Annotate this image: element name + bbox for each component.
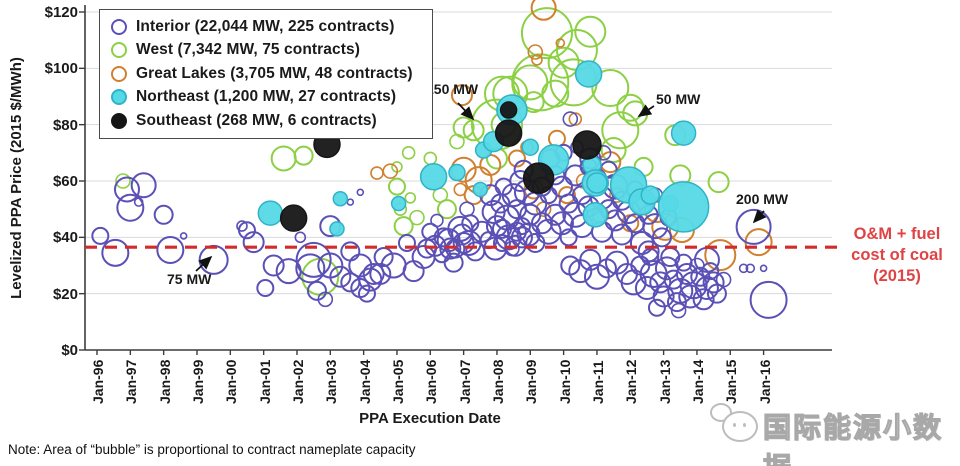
legend-label: Southeast (268 MW, 6 contracts) <box>136 111 377 129</box>
legend-item-interior: Interior (22,044 MW, 225 contracts) <box>111 15 432 39</box>
annotation-50mw: 50 MW <box>656 91 701 107</box>
y-tick-label: $0 <box>61 342 78 359</box>
y-tick-label: $80 <box>52 117 78 134</box>
footnote: Note: Area of “bubble” is proportional t… <box>8 442 416 457</box>
arrow-150mw <box>457 102 475 121</box>
y-tick-label: $120 <box>44 4 78 21</box>
southeast-marker-icon <box>111 112 127 129</box>
coal-cost-reference-label: O&M + fuel cost of coal (2015) <box>836 224 958 287</box>
annotation-75mw: 75 MW <box>167 271 212 287</box>
coal-label-line3: (2015) <box>873 267 921 285</box>
watermark-text: 国际能源小数据 <box>762 411 944 466</box>
arrow-75mw <box>195 255 213 272</box>
y-tick-label: $40 <box>52 229 78 246</box>
watermark <box>710 401 760 445</box>
legend-item-southeast: Southeast (268 MW, 6 contracts) <box>111 109 432 133</box>
y-tick-label: $60 <box>52 173 78 190</box>
arrow-50mw <box>637 104 655 117</box>
annotation-150mw: 150 MW <box>426 81 479 97</box>
coal-label-line2: cost of coal <box>851 246 943 264</box>
northeast-marker-icon <box>111 89 127 106</box>
arrow-200mw <box>752 209 767 224</box>
interior-marker-icon <box>111 18 127 35</box>
annotation-200mw: 200 MW <box>736 191 789 207</box>
west-marker-icon <box>111 42 127 59</box>
legend-label: Great Lakes (3,705 MW, 48 contracts) <box>136 64 413 82</box>
chart-legend: Interior (22,044 MW, 225 contracts) West… <box>99 9 433 139</box>
y-tick-label: $20 <box>52 286 78 303</box>
legend-label: Northeast (1,200 MW, 27 contracts) <box>136 88 397 106</box>
legend-item-great-lakes: Great Lakes (3,705 MW, 48 contracts) <box>111 62 432 86</box>
legend-item-west: West (7,342 MW, 75 contracts) <box>111 39 432 63</box>
legend-label: West (7,342 MW, 75 contracts) <box>136 41 360 59</box>
x-axis-title: PPA Execution Date <box>359 410 501 427</box>
y-tick-label: $100 <box>44 60 78 77</box>
coal-label-line1: O&M + fuel <box>853 225 941 243</box>
legend-label: Interior (22,044 MW, 225 contracts) <box>136 17 395 35</box>
wechat-bubble-large <box>722 411 758 442</box>
great-lakes-marker-icon <box>111 65 127 82</box>
legend-item-northeast: Northeast (1,200 MW, 27 contracts) <box>111 86 432 110</box>
